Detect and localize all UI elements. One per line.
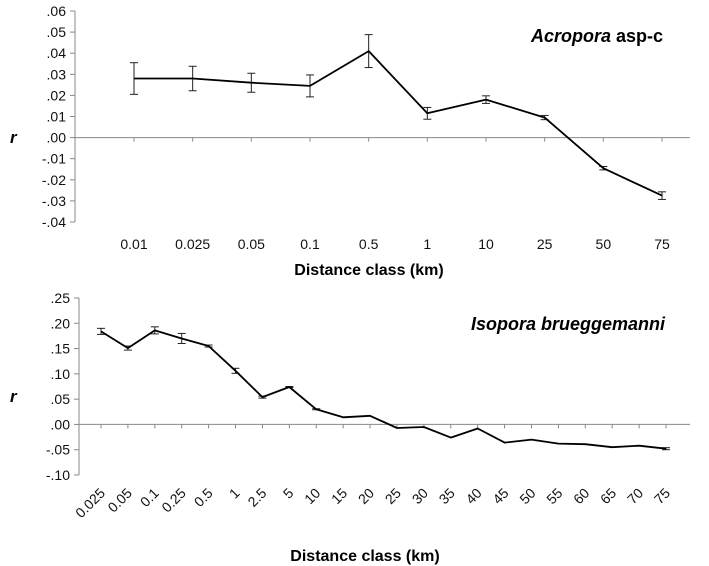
y-tick-label: -.05 [46,442,70,458]
y-tick-label: .01 [47,109,67,125]
x-tick-label: 10 [301,485,323,507]
error-bar [97,327,105,335]
x-tick-label: 65 [597,485,619,507]
y-tick-label: -.03 [42,193,66,209]
chart-isopora: Isopora brueggemanni r Distance class (k… [10,290,690,565]
x-tick-label: 45 [489,485,511,507]
chart-acropora: Acropora asp-c r Distance class (km) .06… [10,3,690,279]
y-tick-label: .00 [51,416,71,432]
series-line [100,329,667,450]
x-tick-label: 0.5 [191,485,216,510]
x-tick-label: 0.25 [158,485,189,516]
x-axis-label: Distance class (km) [294,262,443,279]
series-line [134,50,663,197]
x-tick-label: 0.025 [175,236,210,252]
chart-title-italic: Acropora [530,26,611,46]
chart-title-rest: asp-c [611,26,663,46]
x-tick-label: 15 [328,485,350,507]
y-tick-label: .05 [51,391,71,407]
chart-title: Acropora asp-c [530,26,663,46]
x-tick-label: 25 [537,236,553,252]
x-tick-label: 0.1 [300,236,320,252]
x-tick-label: 5 [280,485,297,502]
x-tick-label: 10 [478,236,494,252]
y-tick-label: -.02 [42,172,66,188]
y-tick-label: .15 [51,341,71,357]
x-tick-label: 55 [543,485,565,507]
y-tick-label: .02 [47,87,67,103]
x-tick-label: 0.025 [72,485,108,521]
y-tick-label: .20 [51,315,71,331]
y-tick-label: -.01 [42,151,66,167]
y-tick-label: .25 [51,290,71,306]
x-tick-label: 2.5 [244,485,269,510]
x-tick-label: 25 [382,485,404,507]
y-tick-label: .05 [47,24,67,40]
y-tick-label: .06 [47,3,67,19]
x-tick-label: 60 [570,485,592,507]
x-tick-label: 75 [651,485,673,507]
x-tick-label: 1 [423,236,431,252]
x-tick-label: 30 [409,485,431,507]
x-tick-label: 0.1 [137,485,162,510]
x-tick-label: 0.05 [104,485,135,516]
y-tick-label: .03 [47,66,67,82]
x-tick-label: 70 [624,485,646,507]
x-tick-label: 20 [355,485,377,507]
x-axis-label: Distance class (km) [290,548,439,565]
y-tick-label: -.10 [46,467,70,483]
error-bar [658,191,666,200]
x-tick-label: 50 [596,236,612,252]
x-tick-label: 50 [516,485,538,507]
x-tick-label: 75 [654,236,670,252]
y-axis-label: r [10,128,18,147]
chart-title: Isopora brueggemanni [471,314,666,334]
x-tick-label: 0.01 [120,236,147,252]
y-tick-label: -.04 [42,214,66,230]
x-tick-label: 35 [436,485,458,507]
x-tick-label: 0.5 [359,236,379,252]
y-tick-label: .04 [47,45,67,61]
y-tick-label: .10 [51,366,71,382]
x-tick-label: 40 [462,485,484,507]
x-tick-label: 1 [226,485,243,502]
y-axis-label: r [10,387,18,406]
chart-title-italic: Isopora brueggemanni [471,314,666,334]
x-tick-label: 0.05 [238,236,265,252]
y-tick-label: .00 [47,130,67,146]
